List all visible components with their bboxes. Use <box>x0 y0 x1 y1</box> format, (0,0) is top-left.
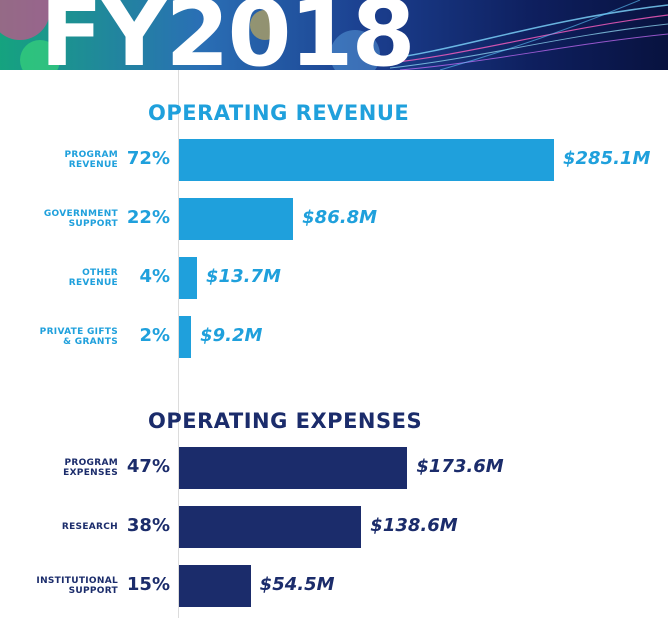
category-label-line: SUPPORT <box>68 586 118 596</box>
value-label: $13.7M <box>206 266 281 287</box>
percent-label: 15% <box>126 574 170 595</box>
revenue-chart-title: OPERATING REVENUE <box>148 101 410 125</box>
value-label: $173.6M <box>416 456 504 477</box>
expenses-chart-title: OPERATING EXPENSES <box>148 409 423 433</box>
light-streaks <box>380 0 668 70</box>
baseline-axis <box>178 70 179 618</box>
category-label: PRIVATE GIFTS & GRANTS <box>40 327 118 347</box>
category-label-line: RESEARCH <box>61 522 118 532</box>
value-label: $138.6M <box>370 515 458 536</box>
banner-title: FY2018 <box>40 0 416 70</box>
category-label-line: & GRANTS <box>63 337 118 347</box>
category-label: PROGRAM EXPENSES <box>63 458 118 478</box>
bar <box>179 316 192 358</box>
bar <box>179 447 408 489</box>
category-label-line: REVENUE <box>68 160 118 170</box>
category-label-line: GOVERNMENT <box>43 209 118 219</box>
bokeh-dot <box>330 30 380 70</box>
category-label: RESEARCH <box>62 522 118 532</box>
category-label: GOVERNMENT SUPPORT <box>44 209 118 229</box>
percent-label: 4% <box>139 266 170 287</box>
bar <box>179 198 294 240</box>
category-label-line: PRIVATE GIFTS <box>39 327 118 337</box>
percent-label: 38% <box>126 515 170 536</box>
percent-label: 22% <box>126 207 170 228</box>
category-label-line: PROGRAM <box>64 150 118 160</box>
category-label-line: OTHER <box>82 268 118 278</box>
bar <box>179 139 554 181</box>
value-label: $54.5M <box>259 574 335 595</box>
category-label-line: REVENUE <box>68 278 118 288</box>
bar <box>179 565 251 607</box>
category-label: OTHER REVENUE <box>69 268 118 288</box>
value-label: $9.2M <box>200 325 263 346</box>
bokeh-dot <box>250 10 280 40</box>
bar <box>179 506 362 548</box>
value-label: $285.1M <box>563 148 651 169</box>
percent-label: 47% <box>126 456 170 477</box>
category-label-line: INSTITUTIONAL <box>36 576 118 586</box>
category-label-line: PROGRAM <box>64 458 118 468</box>
category-label: INSTITUTIONAL SUPPORT <box>36 576 118 596</box>
value-label: $86.8M <box>302 207 378 228</box>
percent-label: 2% <box>139 325 170 346</box>
bar <box>179 257 198 299</box>
category-label-line: EXPENSES <box>63 468 118 478</box>
category-label-line: SUPPORT <box>68 219 118 229</box>
bokeh-dot <box>20 40 60 70</box>
category-label: PROGRAM REVENUE <box>64 150 118 170</box>
percent-label: 72% <box>126 148 170 169</box>
fy-banner: FY2018 <box>0 0 668 70</box>
